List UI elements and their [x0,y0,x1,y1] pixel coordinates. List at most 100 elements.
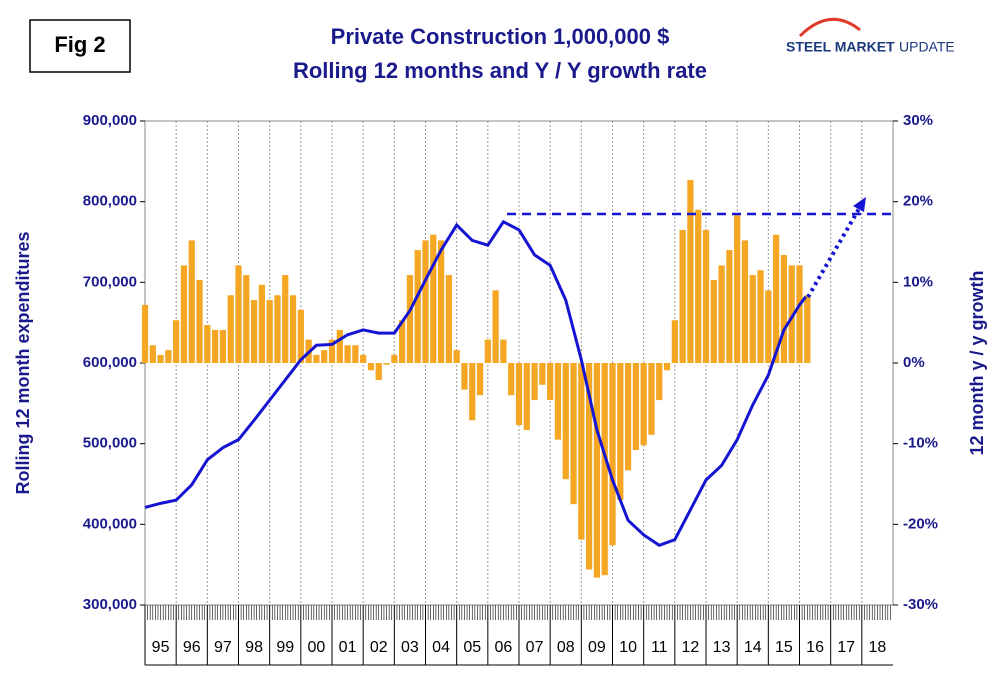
bar [399,320,406,363]
bar [710,279,717,363]
bar [266,300,273,363]
bar [609,363,616,546]
y-tick-label: 700,000 [83,273,137,290]
x-tick-label: 09 [588,639,606,656]
y-tick-label: 400,000 [83,515,137,532]
y2-tick-label: 10% [903,273,933,290]
y2-tick-label: 0% [903,354,925,371]
bar [212,329,219,363]
bar [749,275,756,363]
y2-tick-label: -20% [903,515,938,532]
x-tick-label: 15 [775,639,793,656]
bar [562,363,569,480]
bar [430,234,437,363]
y-axis-title: Rolling 12 month expenditures [13,231,33,494]
trend-arrow [806,205,862,299]
bar [414,250,421,363]
bar [671,320,678,363]
x-tick-label: 97 [214,639,232,656]
bar [734,215,741,363]
bar [250,300,258,363]
x-tick-label: 02 [370,639,388,656]
bar [702,229,710,363]
x-tick-label: 00 [308,639,326,656]
bar [437,240,445,363]
x-tick-label: 95 [152,639,170,656]
y2-tick-label: 30% [903,112,933,129]
bar [578,363,585,540]
bar [539,363,546,385]
x-tick-label: 16 [806,639,824,656]
bar [586,363,593,570]
bar [406,275,414,363]
x-tick-label: 06 [495,639,513,656]
bar [188,240,195,363]
bar [547,363,554,401]
bar [313,354,320,363]
bar [196,279,203,363]
bar [679,229,686,363]
y2-tick-label: -30% [903,596,938,613]
bar [461,363,468,390]
line [144,219,807,547]
bar [235,265,242,363]
bar [367,363,375,371]
y2-tick-label: 20% [903,193,933,210]
bar [773,234,780,363]
bar [375,363,382,380]
y-tick-label: 800,000 [83,193,137,210]
bar [663,363,671,371]
bar [788,265,795,363]
x-tick-label: 17 [837,639,855,656]
chart-title: Private Construction 1,000,000 $ [331,24,670,49]
bar [523,363,530,430]
x-tick-label: 03 [401,639,419,656]
bar [243,275,250,363]
bar [453,350,460,363]
x-tick-label: 10 [619,639,637,656]
bar [757,270,764,363]
bar [157,354,164,363]
bar [391,354,398,363]
x-tick-label: 01 [339,639,357,656]
bar [219,329,227,363]
bar [492,290,499,363]
bar [718,265,725,363]
bar [624,363,632,471]
bar [422,240,429,363]
bar [289,295,297,363]
bar [204,325,211,363]
bar [484,339,491,363]
x-tick-label: 12 [682,639,700,656]
x-tick-label: 04 [432,639,450,656]
bar [632,363,639,451]
x-tick-label: 14 [744,639,762,656]
bar [469,363,476,421]
bar [328,339,336,363]
bar [656,363,663,401]
bar [601,363,608,576]
x-tick-label: 18 [869,639,887,656]
y-tick-label: 300,000 [83,596,137,613]
bar [297,309,304,363]
bar [617,363,624,501]
bar [165,350,172,363]
bar [500,339,507,363]
bar [780,254,788,363]
y-tick-label: 900,000 [83,112,137,129]
bar [593,363,601,578]
bar [796,265,803,363]
bar [149,345,156,363]
y-tick-label: 500,000 [83,435,137,452]
bar [282,275,289,363]
x-tick-label: 96 [183,639,201,656]
bar [476,363,484,396]
bar [515,363,523,426]
bar [274,295,281,363]
bar [360,354,367,363]
bar [180,265,188,363]
logo-brand: STEEL MARKET [786,39,895,55]
bar [765,290,772,363]
bar [570,363,577,505]
